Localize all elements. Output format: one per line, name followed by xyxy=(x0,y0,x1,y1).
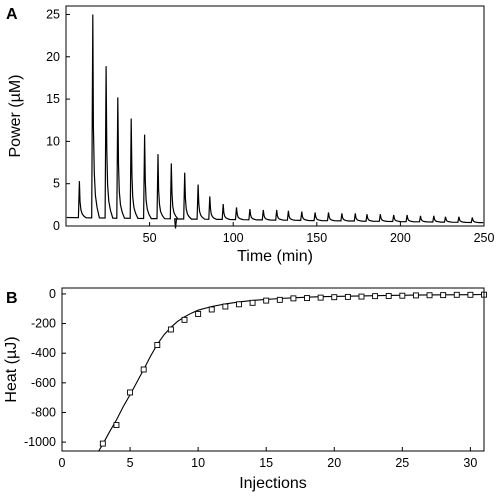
panel-a-y-tick-label: 25 xyxy=(46,7,60,21)
panel-b-x-tick-label: 5 xyxy=(127,456,134,470)
panel-a: A 50 100 150 200 250 0 5 10 15 20 25 Time (min) P… xyxy=(6,5,495,265)
data-point xyxy=(331,294,338,301)
power-trace xyxy=(66,14,484,229)
panel-b-x-tick-label: 20 xyxy=(327,456,341,470)
data-point xyxy=(467,291,474,298)
panel-b-y-tick-label: -600 xyxy=(31,376,56,390)
panel-a-x-tick-label: 250 xyxy=(474,231,495,245)
panel-a-x-tick-label: 100 xyxy=(223,231,244,245)
panel-a-x-tick-label: 200 xyxy=(390,231,411,245)
data-point xyxy=(167,326,174,333)
data-point xyxy=(249,299,256,306)
data-point xyxy=(385,293,392,299)
panel-b-plot-frame xyxy=(61,287,485,452)
panel-b-y-tick-label: -400 xyxy=(31,346,56,360)
panel-b-x-axis-title: Injections xyxy=(239,475,307,492)
data-point xyxy=(304,295,310,302)
panel-b-y-tick-label: -800 xyxy=(31,405,56,419)
data-point xyxy=(426,292,433,299)
data-point xyxy=(344,293,351,300)
fit-curve xyxy=(98,293,484,451)
panel-a-y-tick-label: 5 xyxy=(53,177,60,191)
panel-b-x-tick-label: 25 xyxy=(395,456,409,470)
data-point xyxy=(140,366,147,373)
panel-a-y-axis-title: Power (µM) xyxy=(7,75,24,158)
panel-b-y-tick-label: -1000 xyxy=(24,435,56,449)
data-point xyxy=(195,310,202,317)
data-point xyxy=(317,294,324,301)
panel-b-label: B xyxy=(6,290,18,307)
panel-b-y-tick-label: 0 xyxy=(49,287,56,301)
panel-b-x-tick-label: 10 xyxy=(191,456,205,470)
panel-b-x-axis: 0 5 10 15 20 25 30 xyxy=(59,447,477,470)
panel-a-x-axis-title: Time (min) xyxy=(237,248,313,265)
data-point xyxy=(154,342,161,348)
panel-a-x-tick-label: 50 xyxy=(143,231,157,245)
panel-a-y-tick-label: 15 xyxy=(46,92,60,106)
data-point xyxy=(412,292,419,299)
panel-b: B 0 5 10 15 20 25 30 0 -200 -400 -600 -800 -1000 In… xyxy=(3,287,487,492)
panel-b-y-axis-title: Heat (µJ) xyxy=(3,336,20,402)
data-point xyxy=(127,389,134,396)
data-point xyxy=(99,440,106,447)
panel-b-x-tick-label: 30 xyxy=(463,456,477,470)
data-point xyxy=(222,303,229,310)
panel-a-y-tick-label: 0 xyxy=(53,219,60,233)
panel-a-y-tick-label: 20 xyxy=(46,50,60,64)
panel-a-x-axis: 50 100 150 200 250 xyxy=(143,222,495,245)
data-point xyxy=(263,297,270,304)
panel-b-x-tick-label: 15 xyxy=(259,456,273,470)
data-point xyxy=(453,291,460,298)
panel-a-label: A xyxy=(6,6,18,23)
data-point xyxy=(113,422,120,429)
data-point xyxy=(440,292,447,299)
panel-a-y-axis: 0 5 10 15 20 25 xyxy=(46,7,70,233)
data-point xyxy=(372,293,379,300)
data-point xyxy=(290,295,297,302)
panel-b-x-tick-label: 0 xyxy=(59,456,66,470)
data-point xyxy=(399,292,406,299)
panel-a-y-tick-label: 10 xyxy=(46,134,60,148)
data-point xyxy=(236,301,242,308)
panel-b-data xyxy=(98,291,487,451)
data-point xyxy=(181,316,188,323)
panel-a-x-tick-label: 150 xyxy=(306,231,327,245)
panel-b-y-axis: 0 -200 -400 -600 -800 -1000 xyxy=(24,287,66,449)
panel-a-plot-frame xyxy=(65,5,485,227)
panel-b-y-tick-label: -200 xyxy=(31,317,56,331)
data-point xyxy=(208,306,215,313)
data-point xyxy=(276,296,283,303)
data-point xyxy=(358,293,365,300)
